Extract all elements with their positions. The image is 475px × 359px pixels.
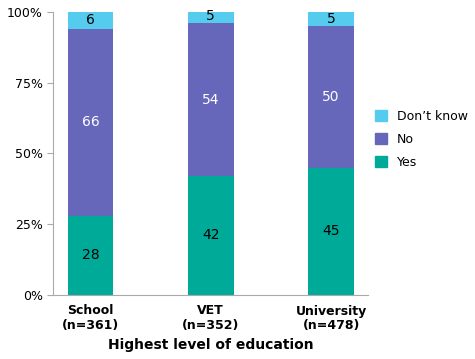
Text: 50: 50 — [323, 90, 340, 104]
Bar — [308, 168, 354, 295]
Bar — [308, 12, 354, 26]
Bar — [188, 176, 234, 295]
Bar — [67, 12, 114, 29]
Text: 66: 66 — [82, 115, 99, 129]
Bar — [67, 29, 114, 216]
Bar — [308, 26, 354, 168]
X-axis label: Highest level of education: Highest level of education — [108, 338, 314, 352]
Bar — [188, 9, 234, 23]
Text: 6: 6 — [86, 13, 95, 27]
Text: 54: 54 — [202, 93, 219, 107]
Text: 5: 5 — [207, 9, 215, 23]
Text: 45: 45 — [323, 224, 340, 238]
Text: 5: 5 — [327, 12, 335, 26]
Text: 28: 28 — [82, 248, 99, 262]
Bar — [188, 23, 234, 176]
Bar — [67, 216, 114, 295]
Legend: Don’t know, No, Yes: Don’t know, No, Yes — [375, 110, 468, 169]
Text: 42: 42 — [202, 228, 219, 242]
